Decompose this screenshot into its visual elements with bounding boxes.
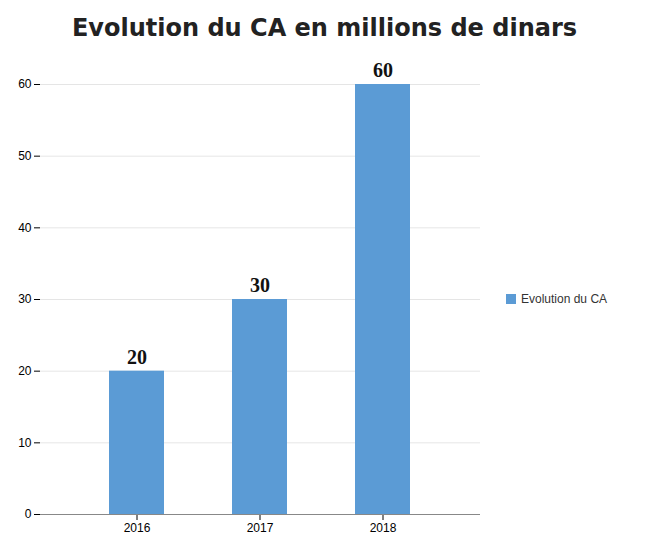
svg-text:30: 30 <box>18 292 32 306</box>
svg-text:40: 40 <box>18 221 32 235</box>
svg-text:2018: 2018 <box>370 521 397 535</box>
svg-text:50: 50 <box>18 149 32 163</box>
html-text:Evolution du CA: Evolution du CA <box>521 292 608 306</box>
svg-text:30: 30 <box>250 274 270 296</box>
svg-text:2017: 2017 <box>247 521 274 535</box>
svg-text:20: 20 <box>127 346 147 368</box>
svg-text:0: 0 <box>25 507 32 521</box>
svg-text:20: 20 <box>18 364 32 378</box>
html-text:Evolution du CA en millions de: Evolution du CA en millions de dinars <box>71 14 577 42</box>
svg-text:2016: 2016 <box>124 521 151 535</box>
svg-text:60: 60 <box>373 59 393 81</box>
svg-text:10: 10 <box>18 436 32 450</box>
svg-text:60: 60 <box>18 77 32 91</box>
